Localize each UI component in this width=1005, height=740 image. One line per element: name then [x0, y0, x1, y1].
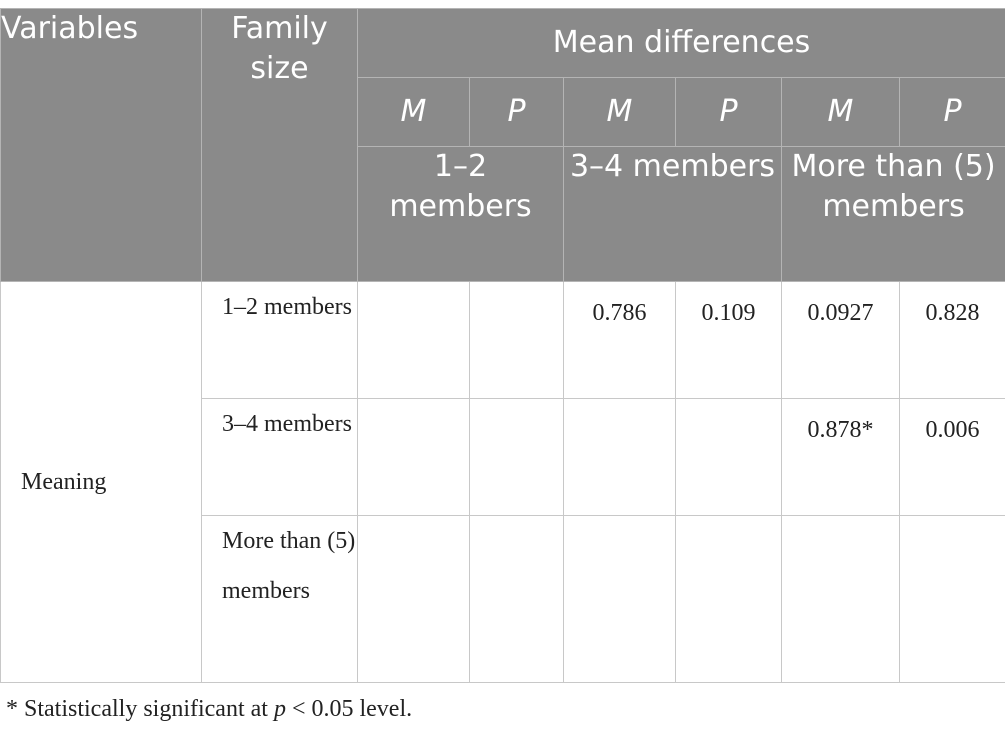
value-cell: 0.109 [675, 281, 782, 399]
value-cell: 0.006 [898, 398, 1005, 516]
value-cell [357, 281, 470, 399]
value-cell [469, 398, 564, 516]
value-cell [469, 281, 564, 399]
header-p: P [675, 77, 782, 147]
mean-differences-table: Variables Family size Mean differences M… [0, 8, 1005, 683]
footnote-suffix: < 0.05 level. [285, 696, 413, 722]
value-cell [469, 515, 564, 683]
value-cell: 0.0927 [781, 281, 900, 399]
table-footnote: * Statistically significant at p < 0.05 … [6, 696, 412, 723]
header-group-1-2: 1–2 members [357, 146, 564, 282]
value-cell [357, 398, 470, 516]
value-cell [563, 398, 676, 516]
header-family-size: Family size [201, 8, 358, 282]
value-cell: 0.786 [563, 281, 676, 399]
variable-cell: Meaning [0, 281, 202, 683]
footnote-prefix: * Statistically significant at [6, 696, 274, 722]
header-group-more-than-5: More than (5) members [780, 146, 1005, 282]
value-cell [675, 515, 782, 683]
value-cell [675, 398, 782, 516]
value-cell [781, 515, 900, 683]
table-row: Meaning 1–2 members 0.786 0.109 0.0927 0… [0, 281, 1005, 683]
header-m: M [357, 77, 470, 147]
header-p: P [469, 77, 564, 147]
table-row: 3–4 members 0.878* 0.006 [1, 398, 1005, 516]
header-m: M [781, 77, 900, 147]
footnote-p: p [273, 696, 286, 722]
header-group-3-4: 3–4 members [563, 146, 782, 282]
header-p: P [898, 77, 1005, 147]
value-cell: 0.828 [898, 281, 1005, 399]
table-row: More than (5) members [1, 515, 1005, 683]
header-variables: Variables [0, 8, 202, 282]
header-mean-differences: Mean differences [356, 8, 1005, 78]
value-cell [357, 515, 470, 683]
value-cell [563, 515, 676, 683]
family-size-cell: 1–2 members [201, 281, 358, 399]
value-cell: 0.878* [781, 398, 900, 516]
family-size-cell: 3–4 members [201, 398, 358, 516]
value-cell [898, 515, 1005, 683]
family-size-cell: More than (5) members [201, 515, 358, 683]
header-m: M [563, 77, 676, 147]
